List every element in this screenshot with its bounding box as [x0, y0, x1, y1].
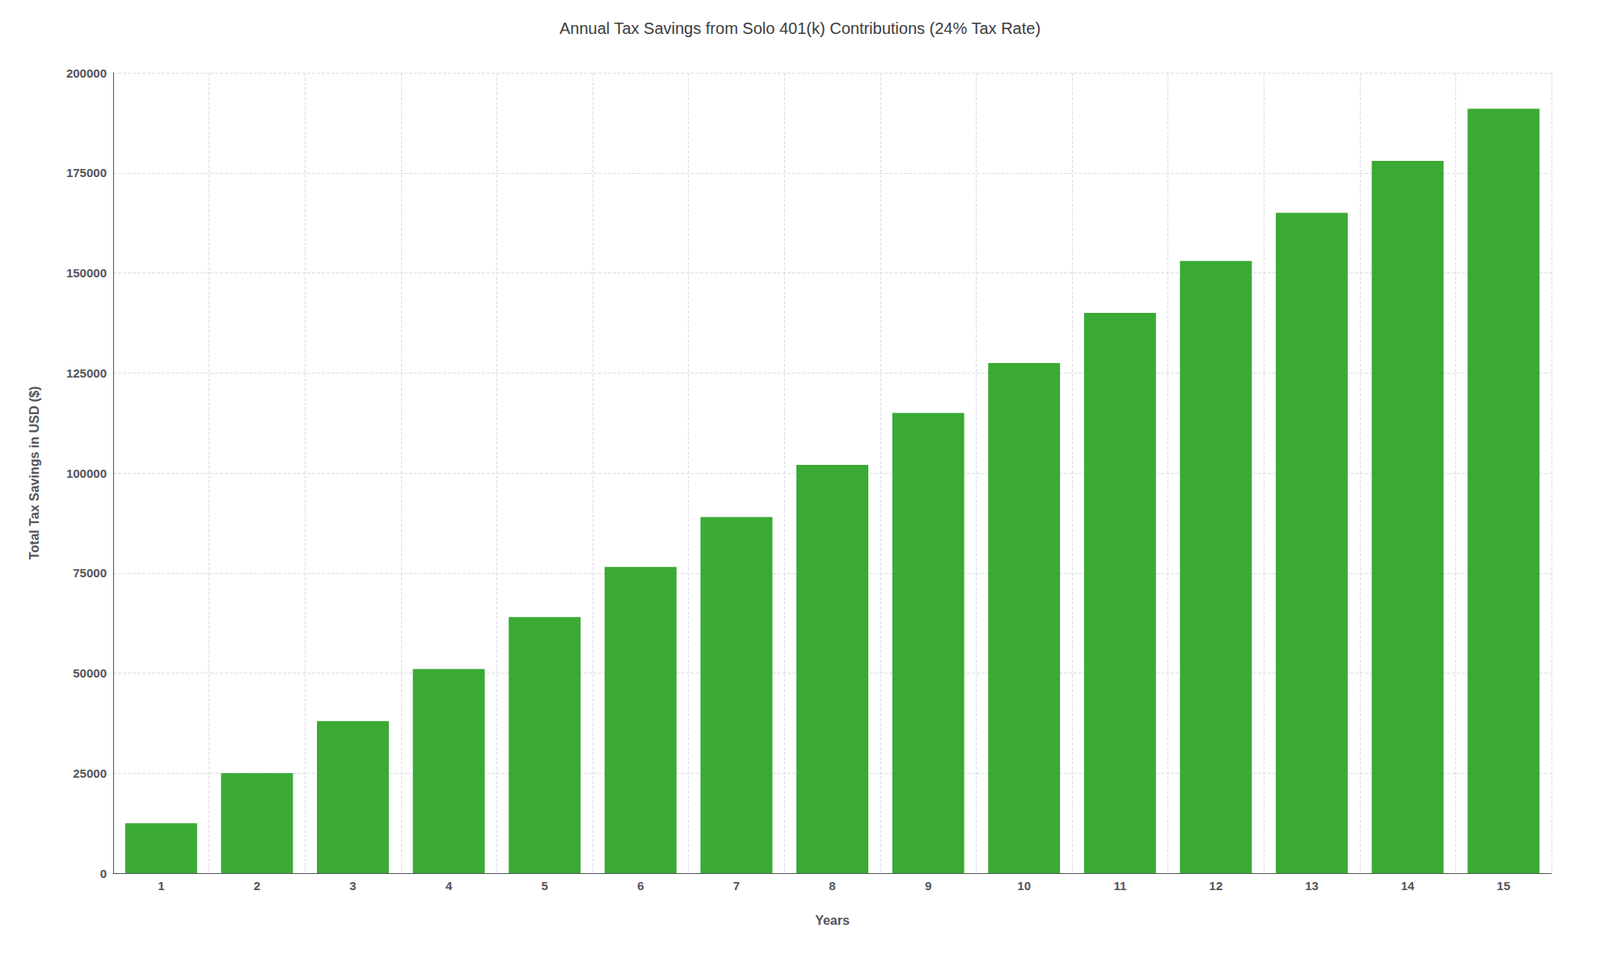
- svg-text:Years: Years: [814, 913, 850, 928]
- svg-text:2: 2: [253, 878, 261, 893]
- svg-text:6: 6: [637, 878, 644, 893]
- svg-text:200000: 200000: [66, 66, 107, 81]
- svg-text:175000: 175000: [66, 165, 107, 180]
- svg-text:125000: 125000: [66, 366, 107, 380]
- svg-text:100000: 100000: [66, 466, 107, 481]
- svg-text:150000: 150000: [66, 265, 107, 280]
- svg-text:11: 11: [1113, 878, 1127, 893]
- svg-text:Total Tax Savings in USD ($): Total Tax Savings in USD ($): [27, 386, 42, 561]
- svg-text:0: 0: [100, 866, 107, 881]
- svg-text:13: 13: [1304, 878, 1319, 893]
- svg-text:8: 8: [828, 878, 836, 893]
- svg-text:Annual Tax Savings from Solo 4: Annual Tax Savings from Solo 401(k) Cont…: [559, 19, 1041, 38]
- svg-text:15: 15: [1496, 878, 1511, 893]
- svg-text:3: 3: [349, 878, 356, 893]
- svg-text:1: 1: [157, 878, 165, 893]
- svg-text:14: 14: [1401, 878, 1415, 893]
- svg-text:9: 9: [924, 878, 932, 893]
- svg-text:5: 5: [541, 878, 549, 893]
- svg-text:50000: 50000: [72, 666, 107, 680]
- svg-text:75000: 75000: [72, 565, 107, 580]
- svg-text:12: 12: [1209, 878, 1224, 893]
- svg-text:7: 7: [733, 878, 740, 893]
- svg-text:10: 10: [1017, 878, 1031, 893]
- svg-text:4: 4: [445, 878, 453, 893]
- svg-text:25000: 25000: [72, 766, 107, 781]
